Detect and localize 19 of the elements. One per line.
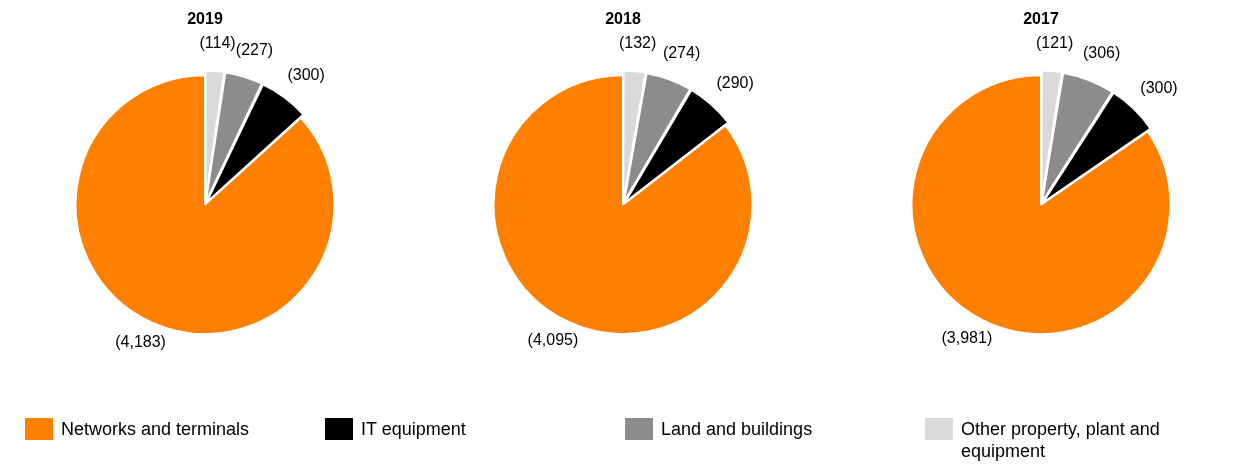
- data-label: (290): [716, 73, 754, 91]
- data-label: (121): [1035, 34, 1074, 52]
- legend-label: Land and buildings: [661, 418, 813, 440]
- data-label: (3,981): [941, 328, 993, 346]
- legend-label: Networks and terminals: [61, 418, 250, 440]
- data-label: (4,183): [115, 333, 166, 351]
- data-label: (132): [618, 34, 657, 52]
- data-label: (227): [235, 40, 274, 58]
- data-label: (306): [1082, 44, 1121, 62]
- data-label: (300): [287, 65, 325, 83]
- data-label: (114): [199, 34, 236, 52]
- legend-label: IT equipment: [361, 418, 466, 440]
- chart-title: 2019: [187, 10, 223, 28]
- data-label: (300): [1140, 79, 1178, 97]
- chart-title: 2017: [1023, 10, 1059, 28]
- chart-title: 2018: [605, 10, 641, 28]
- data-label: (4,095): [527, 330, 579, 348]
- data-label: (274): [662, 43, 701, 61]
- legend-label: Other property, plant and equipment: [961, 418, 1161, 462]
